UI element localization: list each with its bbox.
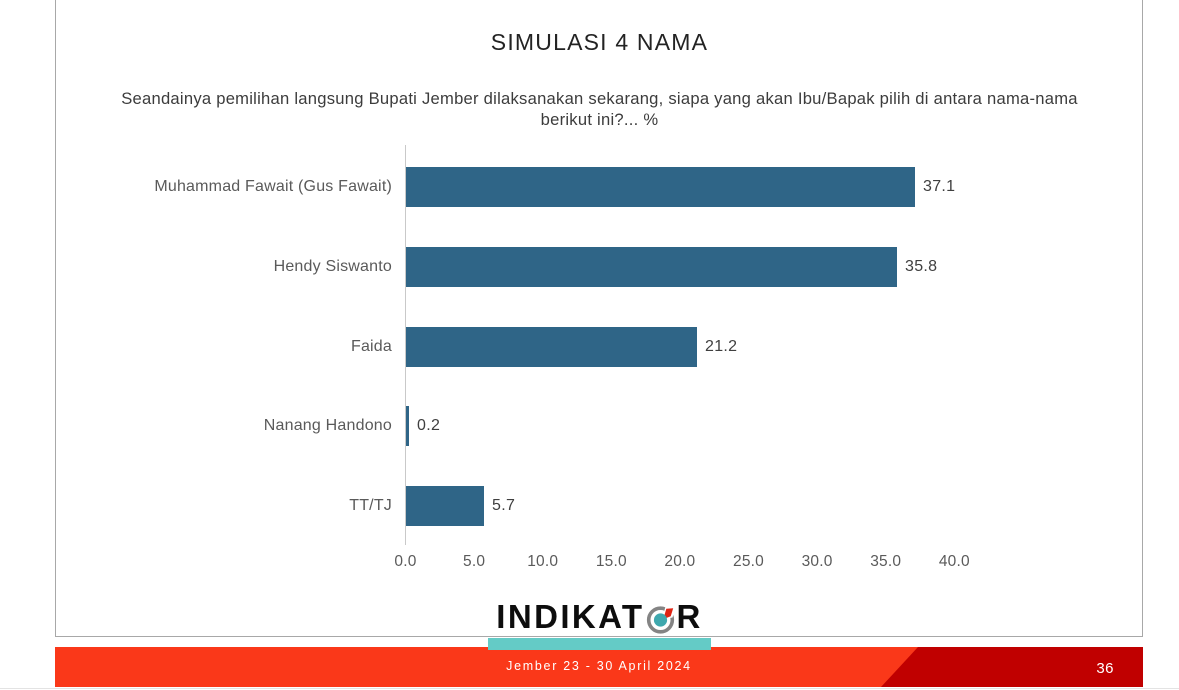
slide-border-right (1142, 0, 1143, 637)
slide-border-bottom (55, 636, 1143, 637)
slide-title: SIMULASI 4 NAMA (490, 29, 709, 55)
slide-border-left (55, 0, 56, 637)
indikator-logo: INDIKAT R (56, 599, 1143, 635)
footer-band: Jember 23 - 30 April 2024 36 (55, 647, 1143, 687)
value-label: 5.7 (492, 497, 516, 514)
category-label: Faida (350, 338, 392, 355)
category-label: Hendy Siswanto (273, 258, 392, 275)
page-number: 36 (1096, 660, 1114, 677)
category-label: TT/TJ (349, 497, 392, 514)
category-label: Nanang Handono (263, 417, 392, 434)
x-tick-label: 40.0 (938, 553, 970, 570)
x-tick-label: 30.0 (801, 553, 833, 570)
x-tick-label: 35.0 (870, 553, 902, 570)
survey-question-line2: berikut ini?... % (540, 109, 659, 129)
survey-question: Seandainya pemilihan langsung Bupati Jem… (98, 89, 1101, 130)
bar (406, 167, 915, 207)
logo-text-left: INDIKAT (496, 598, 645, 635)
survey-question-line1: Seandainya pemilihan langsung Bupati Jem… (121, 89, 1078, 108)
value-label: 37.1 (923, 178, 956, 195)
x-tick-label: 5.0 (463, 553, 486, 570)
bar (406, 327, 697, 367)
x-tick-label: 10.0 (527, 553, 559, 570)
compass-icon (647, 605, 676, 634)
value-label: 35.8 (905, 258, 938, 275)
bar (406, 247, 897, 287)
logo-underline-bar (488, 638, 711, 650)
x-tick-label: 0.0 (394, 553, 417, 570)
page-bottom-divider (0, 688, 1179, 689)
x-tick-label: 20.0 (664, 553, 696, 570)
footer-accent-shape (881, 647, 1143, 687)
x-tick-label: 25.0 (733, 553, 764, 570)
x-tick-label: 15.0 (595, 553, 627, 570)
category-label: Muhammad Fawait (Gus Fawait) (154, 178, 392, 195)
footer-date: Jember 23 - 30 April 2024 (506, 659, 692, 673)
bar (406, 486, 484, 526)
chart-y-axis-line (405, 145, 406, 545)
value-label: 0.2 (417, 417, 441, 434)
value-label: 21.2 (705, 338, 738, 355)
logo-text-right: R (676, 598, 703, 635)
bar (406, 406, 409, 446)
